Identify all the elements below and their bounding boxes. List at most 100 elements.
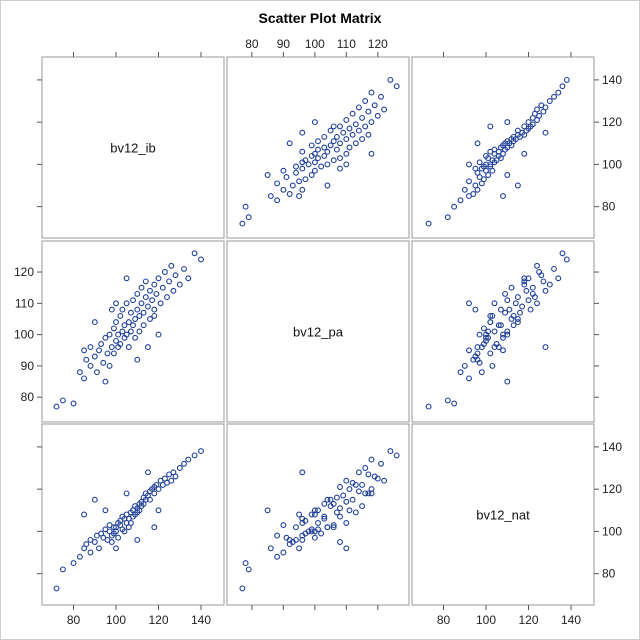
- point-bv12_ib-bv12_pa-72: [113, 300, 119, 307]
- cell-bv12_pa-vs-bv12_nat: [411, 240, 595, 423]
- point-bv12_nat-bv12_ib-74: [474, 140, 481, 147]
- point-bv12_nat-bv12_ib-71: [504, 172, 511, 178]
- point-bv12_ib-bv12_nat-10: [96, 545, 102, 552]
- point-bv12_pa-bv12_nat-55: [337, 484, 343, 490]
- point-bv12_pa-bv12_ib-23: [311, 159, 318, 166]
- point-bv12_nat-bv12_pa-78: [500, 347, 506, 354]
- point-bv12_pa-bv12_ib-1: [245, 214, 252, 221]
- point-bv12_pa-bv12_ib-8: [289, 182, 296, 189]
- point-bv12_ib-bv12_pa-1: [59, 397, 66, 404]
- point-bv12_pa-bv12_ib-78: [296, 193, 303, 200]
- point-bv12_nat-bv12_pa-73: [514, 319, 521, 326]
- point-bv12_pa-bv12_nat-24: [330, 522, 337, 529]
- point-bv12_pa-bv12_ib-59: [359, 114, 366, 121]
- y-tick-label-left-bv12_pa-80: 80: [21, 390, 35, 404]
- point-bv12_ib-bv12_pa-40: [134, 306, 141, 313]
- point-bv12_nat-bv12_pa-3: [457, 369, 464, 376]
- point-bv12_ib-bv12_pa-20: [113, 337, 119, 344]
- point-bv12_pa-bv12_ib-58: [343, 117, 350, 123]
- point-bv12_pa-bv12_ib-30: [343, 150, 350, 157]
- point-bv12_ib-bv12_pa-21: [113, 319, 119, 326]
- point-bv12_pa-bv12_nat-65: [371, 473, 378, 480]
- point-bv12_nat-bv12_pa-33: [495, 344, 502, 351]
- point-bv12_nat-bv12_pa-34: [502, 309, 509, 316]
- point-bv12_ib-bv12_pa-50: [144, 303, 151, 310]
- point-bv12_pa-bv12_nat-29: [321, 515, 328, 522]
- point-bv12_pa-bv12_nat-43: [315, 507, 321, 514]
- point-bv12_pa-bv12_nat-18: [318, 530, 325, 537]
- point-bv12_nat-bv12_pa-23: [476, 331, 483, 338]
- point-bv12_nat-bv12_ib-67: [551, 93, 557, 100]
- point-bv12_pa-bv12_ib-33: [299, 148, 306, 155]
- point-bv12_pa-bv12_ib-45: [359, 136, 366, 143]
- point-bv12_ib-bv12_pa-6: [87, 362, 94, 369]
- x-tick-label-top-bv12_pa-110: 110: [337, 37, 356, 51]
- point-bv12_pa-bv12_ib-19: [293, 163, 299, 170]
- point-bv12_ib-bv12_pa-31: [123, 331, 130, 338]
- point-bv12_nat-bv12_pa-43: [504, 328, 511, 335]
- point-bv12_ib-bv12_nat-67: [181, 460, 187, 467]
- point-bv12_ib-bv12_pa-15: [106, 331, 113, 338]
- point-bv12_ib-bv12_pa-64: [170, 287, 177, 294]
- point-bv12_pa-bv12_nat-79: [299, 469, 306, 476]
- point-bv12_ib-bv12_pa-25: [117, 341, 124, 347]
- point-bv12_nat-bv12_pa-45: [508, 284, 515, 291]
- point-bv12_ib-bv12_nat-69: [191, 452, 198, 459]
- point-bv12_ib-bv12_pa-2: [70, 400, 77, 407]
- point-bv12_ib-bv12_pa-77: [108, 306, 115, 313]
- point-bv12_ib-bv12_nat-6: [87, 549, 94, 556]
- y-tick-label-left-bv12_pa-110: 110: [15, 296, 34, 310]
- point-bv12_pa-bv12_nat-4: [267, 545, 274, 552]
- point-bv12_ib-bv12_nat-57: [155, 486, 162, 493]
- point-bv12_ib-bv12_pa-63: [168, 262, 175, 269]
- point-bv12_pa-bv12_ib-32: [324, 148, 331, 155]
- point-bv12_pa-bv12_ib-72: [343, 161, 350, 168]
- point-bv12_pa-bv12_ib-74: [286, 140, 293, 147]
- point-bv12_pa-bv12_ib-46: [333, 133, 340, 140]
- point-bv12_pa-bv12_ib-40: [337, 140, 343, 147]
- point-bv12_pa-bv12_ib-69: [393, 83, 400, 90]
- point-bv12_pa-bv12_ib-65: [371, 102, 378, 109]
- point-bv12_pa-bv12_ib-18: [318, 163, 325, 170]
- point-bv12_pa-bv12_ib-80: [330, 123, 337, 130]
- point-bv12_nat-bv12_pa-2: [451, 400, 458, 407]
- point-bv12_pa-bv12_nat-52: [327, 496, 334, 503]
- point-bv12_pa-bv12_ib-50: [340, 129, 347, 136]
- y-tick-label-left-bv12_pa-120: 120: [14, 265, 34, 279]
- point-bv12_nat-bv12_pa-72: [466, 300, 472, 307]
- y-tick-label-right-bv12_ib-140: 140: [602, 73, 622, 87]
- point-bv12_pa-bv12_nat-23: [311, 534, 318, 541]
- point-bv12_nat-bv12_pa-4: [466, 375, 472, 382]
- point-bv12_pa-bv12_ib-27: [337, 155, 343, 162]
- point-bv12_pa-bv12_ib-29: [321, 152, 328, 159]
- point-bv12_ib-bv12_pa-78: [81, 347, 88, 354]
- point-bv12_ib-bv12_nat-80: [151, 524, 158, 531]
- point-bv12_nat-bv12_pa-71: [504, 378, 511, 385]
- x-tick-label-top-bv12_pa-100: 100: [305, 37, 325, 51]
- point-bv12_ib-bv12_pa-27: [119, 306, 126, 313]
- point-bv12_nat-bv12_pa-20: [483, 337, 489, 344]
- point-bv12_pa-bv12_nat-49: [365, 490, 372, 497]
- point-bv12_pa-bv12_nat-53: [346, 486, 353, 493]
- point-bv12_pa-bv12_nat-6: [280, 549, 287, 556]
- point-bv12_nat-bv12_ib-76: [521, 150, 528, 157]
- point-bv12_pa-bv12_ib-61: [349, 110, 356, 117]
- point-bv12_nat-bv12_ib-1: [444, 214, 451, 221]
- point-bv12_pa-bv12_ib-7: [299, 186, 306, 193]
- point-bv12_ib-bv12_pa-65: [172, 272, 179, 279]
- point-bv12_ib-bv12_pa-57: [155, 275, 162, 282]
- point-bv12_nat-bv12_pa-49: [521, 278, 528, 285]
- point-bv12_pa-bv12_nat-19: [293, 524, 299, 531]
- point-bv12_nat-bv12_ib-72: [466, 161, 472, 168]
- point-bv12_ib-bv12_nat-66: [176, 465, 183, 471]
- x-tick-label-bottom-bv12_ib-140: 140: [191, 613, 211, 627]
- point-bv12_ib-bv12_pa-3: [76, 369, 83, 376]
- point-bv12_pa-bv12_ib-11: [302, 176, 309, 183]
- point-bv12_ib-bv12_pa-36: [130, 297, 136, 304]
- point-bv12_pa-bv12_ib-37: [321, 144, 328, 151]
- point-bv12_pa-bv12_ib-20: [305, 161, 312, 168]
- point-bv12_ib-bv12_pa-55: [151, 306, 158, 313]
- point-bv12_pa-bv12_nat-63: [381, 477, 388, 484]
- point-bv12_nat-bv12_ib-77: [472, 165, 479, 172]
- point-bv12_nat-bv12_pa-77: [472, 306, 479, 313]
